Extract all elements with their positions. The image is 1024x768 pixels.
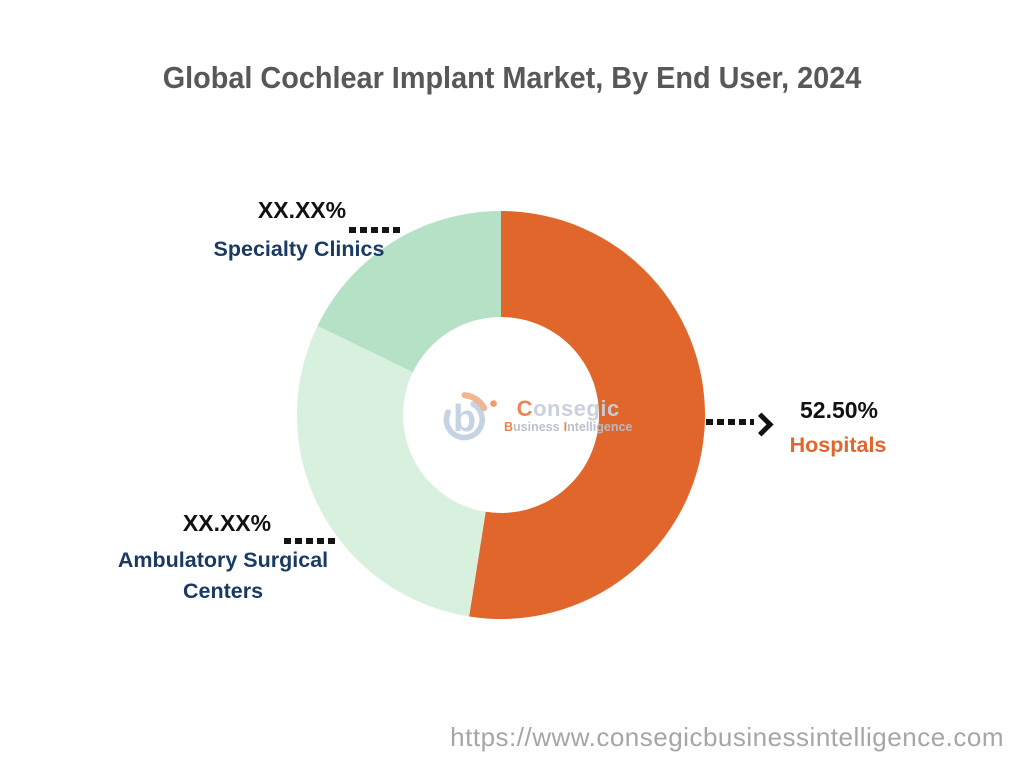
donut-segment-specialty-clinics [317, 211, 501, 373]
brand-tagline-word1-rest: usiness [513, 420, 560, 434]
brand-watermark: b Consegic Business Intelligence [436, 378, 632, 448]
brand-name-rest: onsegic [533, 396, 620, 421]
brand-name-initial: C [516, 396, 534, 421]
hospitals-leader-line [706, 419, 754, 425]
consegic-logo-icon: b [443, 392, 497, 441]
specialty-clinics-label: Specialty Clinics [213, 237, 385, 261]
ambulatory-surgical-centers-value: XX.XX% [182, 510, 272, 536]
brand-name: Consegic [504, 398, 632, 420]
chart-title: Global Cochlear Implant Market, By End U… [162, 60, 862, 95]
donut-segment-ambulatory-surgical-centers [296, 325, 486, 617]
brand-tagline-word2: Intelligence [564, 420, 633, 434]
source-url: https://www.consegicbusinessintelligence… [450, 722, 1004, 752]
hospitals-label: Hospitals [789, 433, 887, 457]
specialty-clinics-leader-line [349, 227, 404, 233]
hospitals-value: 52.50% [799, 397, 878, 423]
brand-tagline-word1: Business [504, 420, 560, 434]
ambulatory-surgical-centers-label: Ambulatory Surgical Centers [117, 548, 329, 603]
brand-tagline: Business Intelligence [504, 420, 632, 435]
specialty-clinics-value: XX.XX% [257, 197, 347, 223]
brand-text: Consegic Business Intelligence [504, 398, 632, 435]
brand-tagline-word2-initial: I [563, 420, 568, 434]
brand-tagline-word2-rest: ntelligence [567, 420, 633, 434]
ambulatory-surgical-centers-leader-line [284, 538, 339, 544]
donut-segment-hospitals [469, 211, 706, 619]
brand-tagline-word1-initial: B [504, 420, 514, 434]
svg-text:b: b [453, 397, 476, 439]
